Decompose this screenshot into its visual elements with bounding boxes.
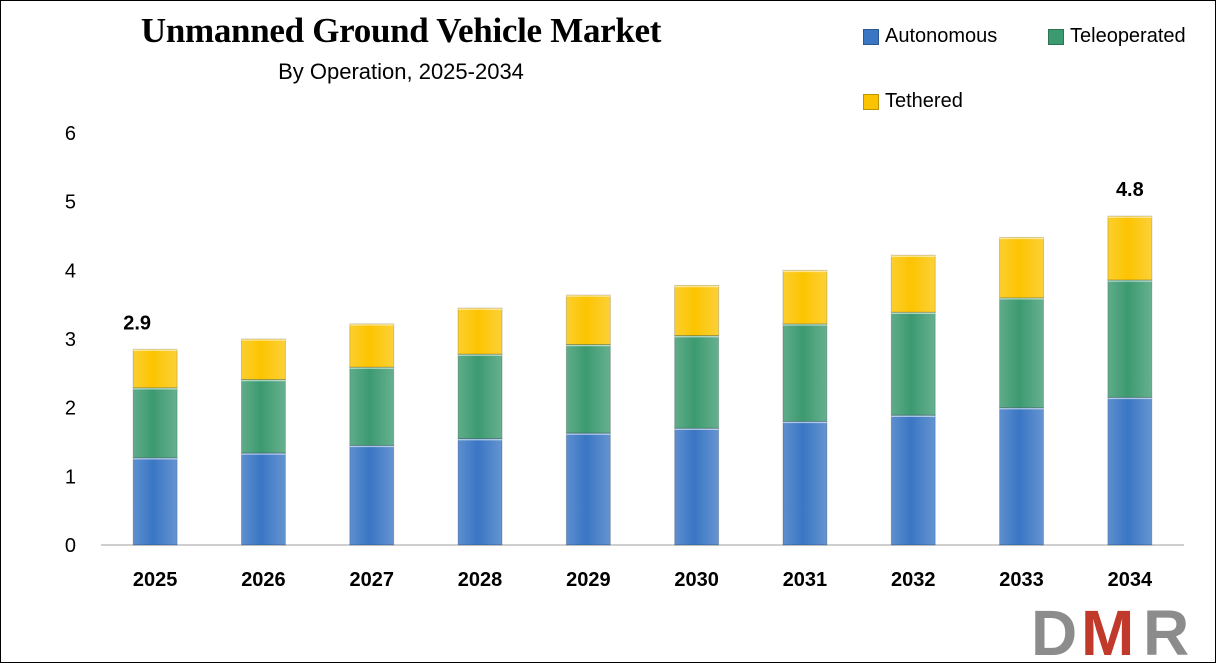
bar-tethered-2025 <box>132 348 178 389</box>
bar-teleoperated-2027 <box>349 366 395 446</box>
bar-autonomous-2034 <box>1107 396 1153 546</box>
dmr-logo-mark: D M R <box>1031 597 1189 662</box>
logo-letter-r: R <box>1143 599 1189 661</box>
bar-autonomous-2033 <box>999 407 1045 546</box>
bar-teleoperated-2032 <box>890 311 936 416</box>
bar-autonomous-2029 <box>565 432 611 546</box>
chart-title: Unmanned Ground Vehicle Market <box>140 11 662 50</box>
dmr-logo: D M R <box>1031 597 1211 662</box>
bar-tethered-2029 <box>565 294 611 345</box>
y-tick-label: 5 <box>65 192 76 214</box>
bar-teleoperated-2034 <box>1107 279 1153 398</box>
x-tick-label-2030: 2030 <box>674 569 719 591</box>
bar-tethered-2034 <box>1107 215 1153 281</box>
y-tick-label: 1 <box>65 466 76 488</box>
bar-teleoperated-2025 <box>132 387 178 459</box>
legend-swatch-teleoperated <box>1048 28 1064 45</box>
bar-teleoperated-2029 <box>565 343 611 434</box>
legend-label-teleoperated: Teleoperated <box>1070 25 1186 47</box>
legend-label-autonomous: Autonomous <box>885 25 998 47</box>
bar-tethered-2033 <box>999 236 1045 299</box>
data-label-2025: 2.9 <box>123 312 151 334</box>
x-tick-label-2031: 2031 <box>783 569 828 591</box>
bar-tethered-2032 <box>890 254 936 313</box>
bar-autonomous-2028 <box>457 438 503 546</box>
x-tick-label-2033: 2033 <box>999 569 1044 591</box>
legend-item-tethered: Tethered <box>863 90 963 113</box>
legend-swatch-autonomous <box>863 28 879 45</box>
bar-autonomous-2032 <box>890 414 936 546</box>
bar-teleoperated-2030 <box>674 335 720 429</box>
bar-tethered-2028 <box>457 307 503 355</box>
bar-autonomous-2025 <box>132 457 178 546</box>
x-tick-label-2027: 2027 <box>350 569 395 591</box>
bar-teleoperated-2026 <box>240 379 286 454</box>
bar-tethered-2030 <box>674 284 720 337</box>
data-label-2034: 4.8 <box>1116 179 1144 201</box>
bar-teleoperated-2028 <box>457 353 503 440</box>
legend-label-tethered: Tethered <box>885 90 963 112</box>
bar-autonomous-2031 <box>782 420 828 546</box>
bar-tethered-2026 <box>240 338 286 381</box>
legend-swatch-tethered <box>863 93 879 110</box>
legend-item-teleoperated: Teleoperated <box>1048 25 1186 48</box>
logo-letter-d: D <box>1031 599 1077 661</box>
bar-teleoperated-2033 <box>999 297 1045 409</box>
y-tick-label: 0 <box>65 535 76 557</box>
x-tick-label-2025: 2025 <box>133 569 178 591</box>
bar-tethered-2027 <box>349 323 395 368</box>
bar-autonomous-2030 <box>674 427 720 546</box>
logo-letter-m: M <box>1081 599 1134 661</box>
bar-autonomous-2027 <box>349 444 395 546</box>
x-tick-label-2029: 2029 <box>566 569 611 591</box>
y-tick-label: 2 <box>65 398 76 420</box>
legend-item-autonomous: Autonomous <box>863 25 997 48</box>
bar-teleoperated-2031 <box>782 323 828 422</box>
y-tick-label: 4 <box>65 260 76 282</box>
y-tick-label: 6 <box>65 123 76 145</box>
x-tick-label-2032: 2032 <box>891 569 936 591</box>
x-tick-label-2028: 2028 <box>458 569 503 591</box>
y-tick-label: 3 <box>65 329 76 351</box>
x-tick-label-2026: 2026 <box>241 569 286 591</box>
bar-autonomous-2026 <box>240 452 286 546</box>
chart-subtitle: By Operation, 2025-2034 <box>278 59 524 84</box>
bar-tethered-2031 <box>782 269 828 325</box>
x-tick-label-2034: 2034 <box>1108 569 1153 591</box>
